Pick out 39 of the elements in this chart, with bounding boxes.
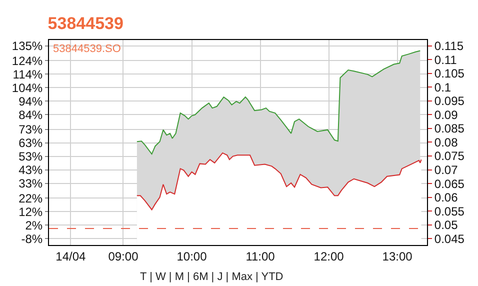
x-tick-label: 10:00 xyxy=(176,249,208,264)
y2-tick-label: 0.11 xyxy=(434,52,458,67)
y2-tick-label: 0.105 xyxy=(434,66,465,81)
y2-tick-label: 0.1 xyxy=(434,80,452,94)
y2-tick-label: 0.045 xyxy=(434,232,465,246)
y-tick-label: 22% xyxy=(18,191,43,206)
y2-tick-label: 0.05 xyxy=(434,218,458,232)
y-tick-label: 43% xyxy=(18,163,43,178)
y-tick-label: 73% xyxy=(18,122,43,137)
y-tick-label: 12% xyxy=(18,204,43,219)
y2-tick-label: 0.06 xyxy=(434,190,458,205)
x-tick-label: 09:00 xyxy=(108,249,139,264)
y2-tick-label: 0.075 xyxy=(434,149,465,164)
y2-tick-label: 0.115 xyxy=(434,38,464,53)
x-tick-label: 14/04 xyxy=(56,249,86,264)
y2-tick-label: 0.085 xyxy=(434,122,465,136)
x-tick-label: 12:00 xyxy=(314,249,344,264)
y2-tick-label: 0.09 xyxy=(434,108,458,122)
chart-title: 53844539 xyxy=(48,14,124,33)
y2-tick-label: 0.095 xyxy=(434,94,465,108)
annotation: 53844539.SO xyxy=(53,43,122,55)
y-tick-label: 114% xyxy=(12,67,43,82)
x-tick-label: 11:00 xyxy=(246,249,276,264)
y-tick-label: -8% xyxy=(21,232,43,246)
y-tick-label: 2% xyxy=(25,218,43,232)
y-tick-label: 135% xyxy=(12,39,43,53)
x-tick-label: 13:00 xyxy=(382,249,413,264)
text: T | W | M | 6M | J | Max | YTD xyxy=(140,271,284,283)
y-tick-label: 124% xyxy=(12,54,43,68)
y-tick-label: 63% xyxy=(18,136,43,150)
y2-tick-label: 0.07 xyxy=(434,162,458,177)
y-tick-label: 33% xyxy=(18,176,43,191)
y-tick-label: 94% xyxy=(18,94,43,108)
y2-tick-label: 0.08 xyxy=(434,135,458,150)
y2-tick-label: 0.055 xyxy=(434,204,465,218)
y-tick-label: 84% xyxy=(18,108,43,122)
y2-tick-label: 0.065 xyxy=(434,176,465,191)
y-tick-label: 53% xyxy=(18,150,43,164)
y-tick-label: 104% xyxy=(12,80,43,95)
